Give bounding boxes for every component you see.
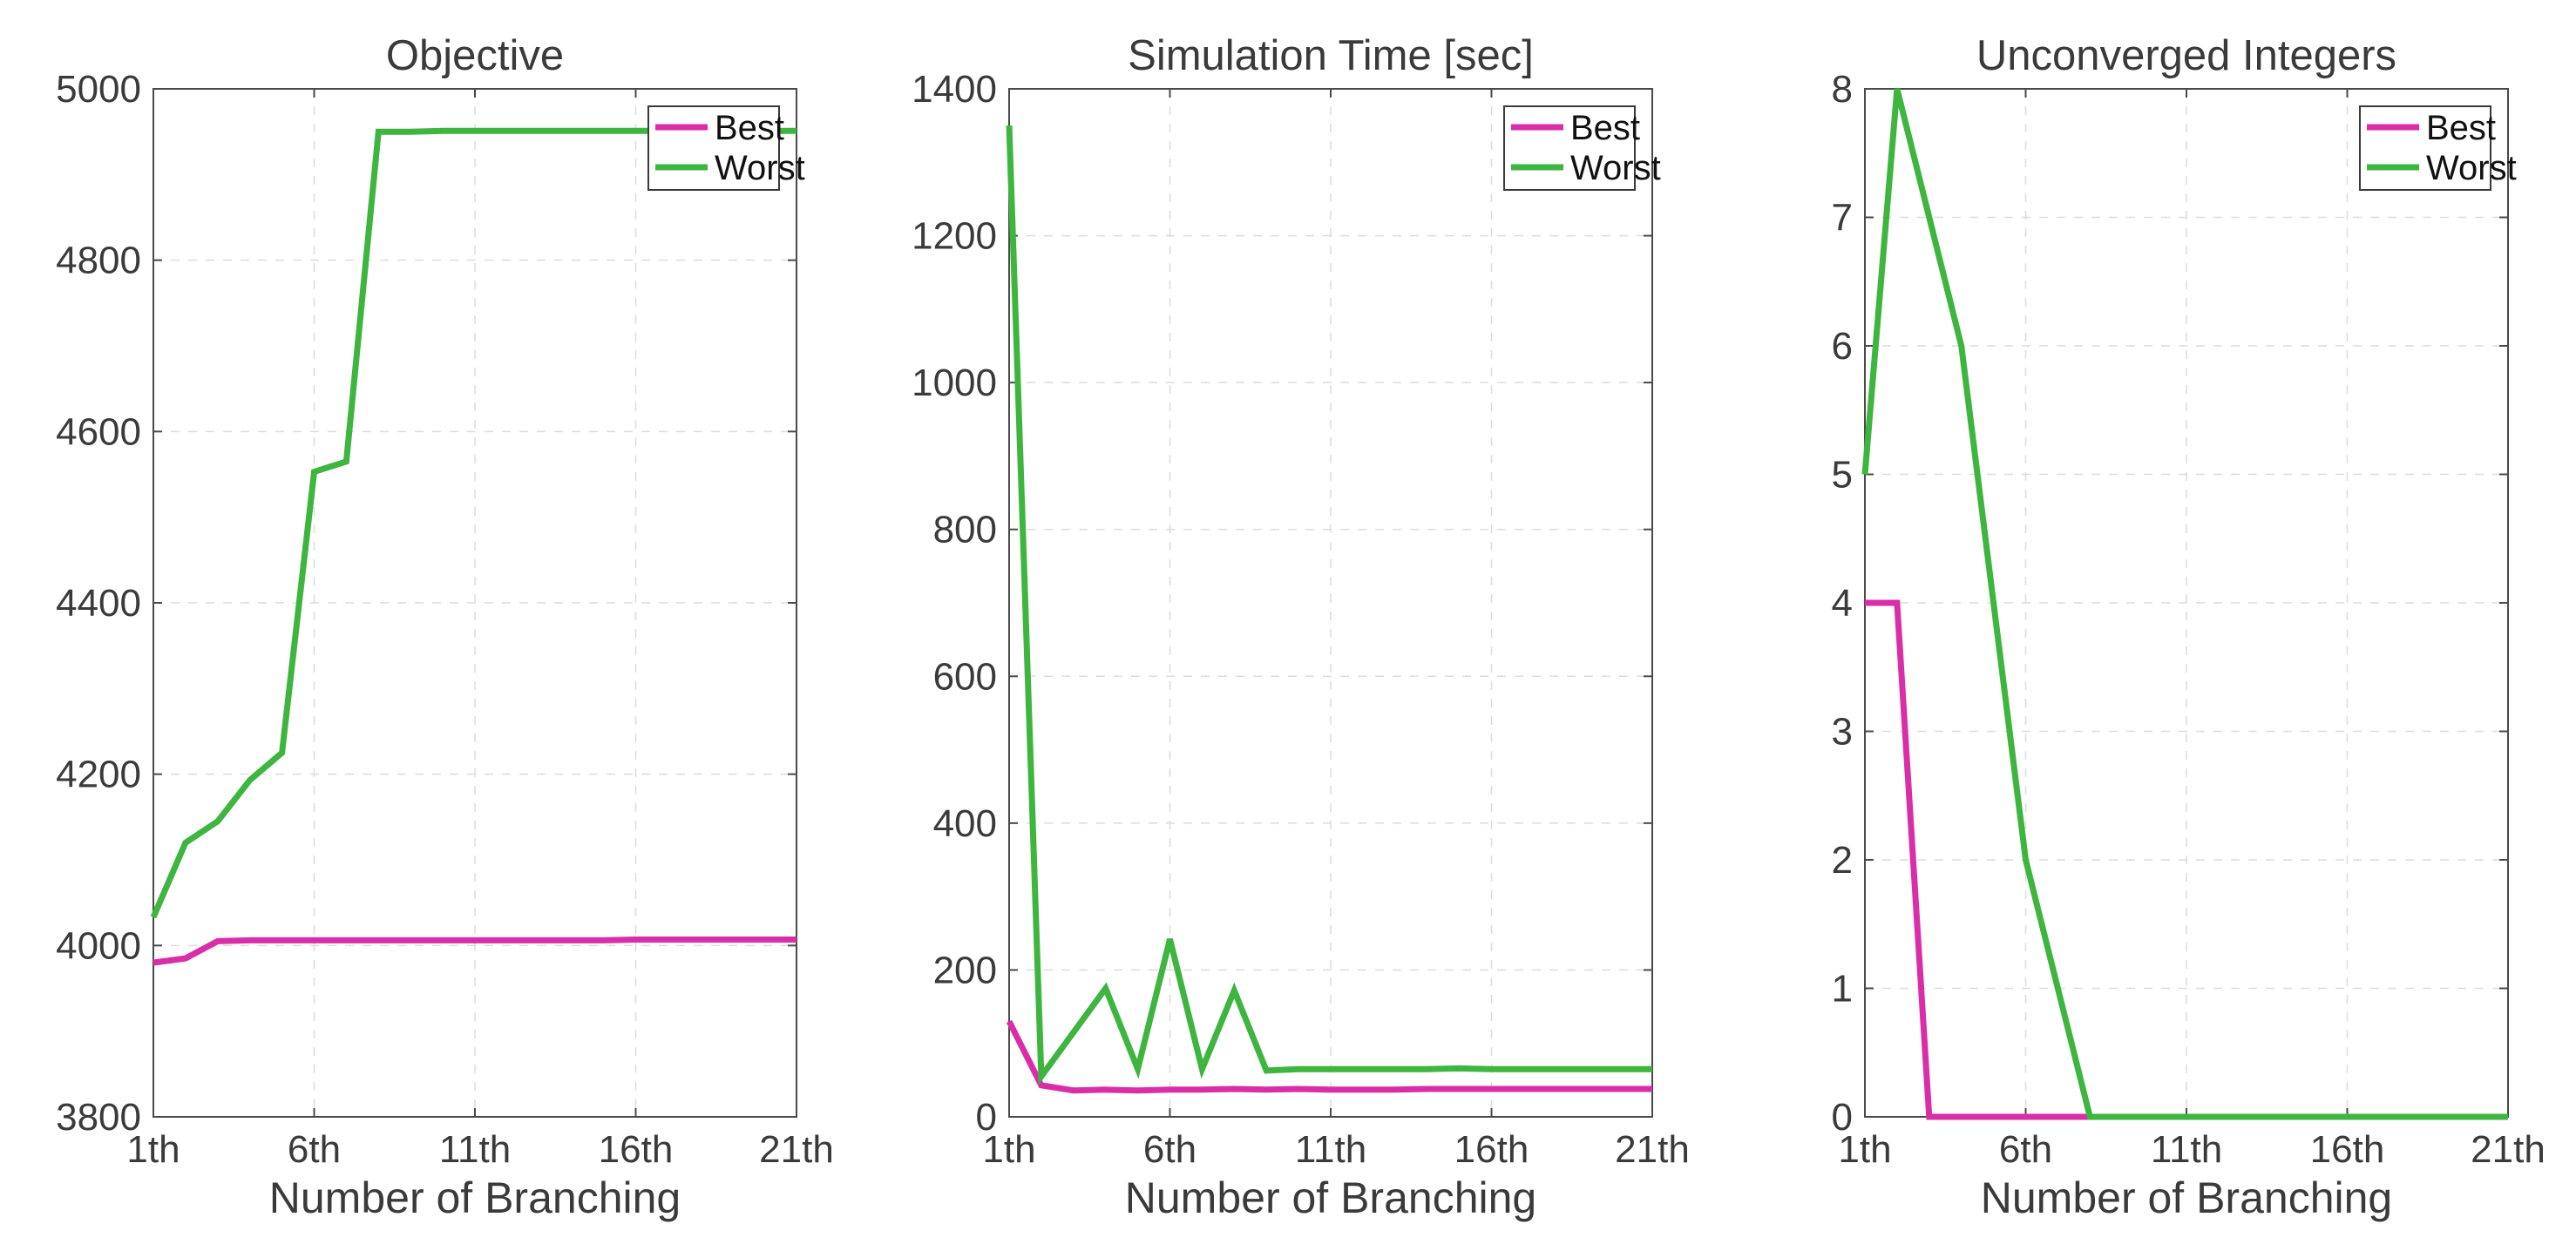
y-tick-label: 200 <box>933 949 997 991</box>
legend-label-best: Best <box>2426 109 2496 147</box>
series-line-best <box>1006 1019 1652 1094</box>
y-tick-label: 4200 <box>56 754 141 796</box>
x-tick-label: 16th <box>2310 1128 2385 1171</box>
objective-chart: Objective Number of Branching 1th 6th 11th… <box>56 32 834 1222</box>
chart-title: Unconverged Integers <box>1976 32 2396 79</box>
chart-title: Objective <box>386 32 564 79</box>
x-tick-label: 11th <box>439 1128 511 1171</box>
chart-title: Simulation Time [sec] <box>1128 32 1534 79</box>
y-tick-label: 2 <box>1832 839 1853 882</box>
x-tick-label: 1th <box>126 1128 180 1171</box>
y-tick-label: 0 <box>1832 1096 1853 1139</box>
y-tick-label: 6 <box>1832 325 1853 368</box>
unconverged-integers-chart: Unconverged Integers Number of Branching… <box>1832 32 2545 1222</box>
x-tick-label: 1th <box>982 1128 1035 1171</box>
y-tick-label: 1400 <box>912 68 997 111</box>
series-line-best <box>153 937 797 966</box>
y-tick-label: 4400 <box>56 582 141 625</box>
y-tick-label: 1000 <box>912 362 997 404</box>
x-tick-label: 6th <box>1143 1128 1196 1171</box>
x-tick-label: 21th <box>2471 1128 2545 1171</box>
legend-label-best: Best <box>1570 109 1640 147</box>
y-tick-label: 600 <box>933 655 997 698</box>
y-tick-label: 1200 <box>912 215 997 258</box>
x-tick-label: 21th <box>1615 1128 1690 1171</box>
y-tick-label: 5 <box>1832 454 1853 497</box>
y-tick-label: 800 <box>933 509 997 551</box>
y-tick-label: 4600 <box>56 410 141 453</box>
x-tick-label: 16th <box>599 1128 674 1171</box>
legend-label-worst: Worst <box>715 149 805 187</box>
legend-box <box>1503 105 1636 191</box>
legend-box <box>647 105 780 191</box>
series-line-worst <box>1006 125 1652 1085</box>
legend-box <box>2359 105 2491 191</box>
x-tick-label: 6th <box>288 1128 341 1171</box>
y-tick-label: 3 <box>1832 711 1853 754</box>
y-tick-label: 1 <box>1832 968 1853 1011</box>
y-tick-label: 3800 <box>56 1096 141 1139</box>
x-axis-label: Number of Branching <box>1125 1173 1536 1222</box>
x-tick-label: 6th <box>1999 1128 2052 1171</box>
y-tick-label: 4000 <box>56 924 141 967</box>
x-axis-label: Number of Branching <box>1981 1173 2392 1222</box>
x-tick-label: 11th <box>2151 1128 2222 1171</box>
y-tick-label: 4800 <box>56 240 141 282</box>
series-line-worst <box>1861 88 2508 1120</box>
y-tick-label: 8 <box>1832 68 1853 111</box>
y-tick-label: 400 <box>933 802 997 845</box>
legend-label-worst: Worst <box>2426 149 2517 187</box>
x-tick-label: 16th <box>1454 1128 1529 1171</box>
x-tick-label: 21th <box>759 1128 834 1171</box>
x-tick-label: 11th <box>1295 1128 1366 1171</box>
x-tick-label: 1th <box>1838 1128 1891 1171</box>
legend-label-best: Best <box>715 109 784 147</box>
x-axis-label: Number of Branching <box>269 1173 681 1222</box>
y-tick-label: 4 <box>1832 582 1853 625</box>
simulation-time-chart: Simulation Time [sec] Number of Branchin… <box>912 32 1690 1222</box>
y-tick-label: 0 <box>976 1096 997 1139</box>
y-tick-label: 7 <box>1832 197 1853 240</box>
legend-label-worst: Worst <box>1570 149 1661 187</box>
y-tick-label: 5000 <box>56 68 141 111</box>
